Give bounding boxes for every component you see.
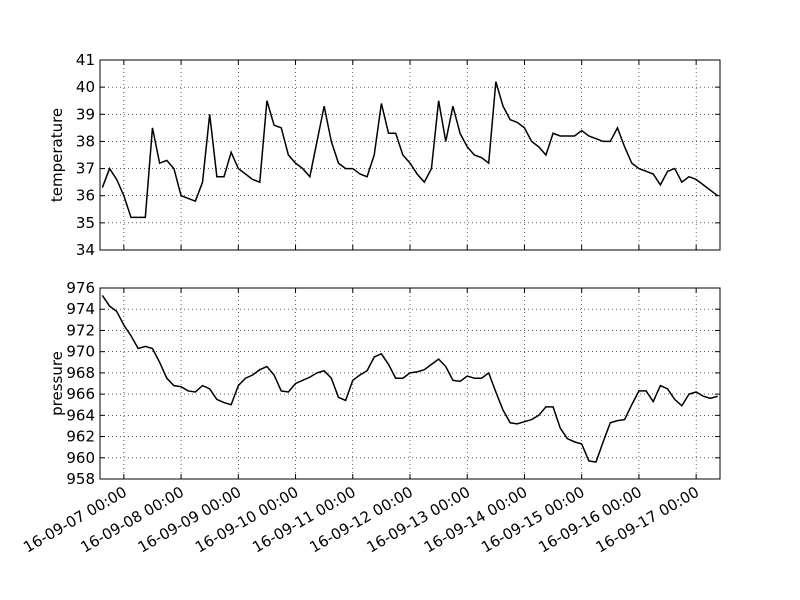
y-tick-label: 968 — [66, 364, 95, 382]
axes-frame — [99, 287, 721, 480]
y-tick-label: 38 — [76, 132, 95, 150]
y-tick-label: 36 — [76, 187, 95, 205]
y-tick-label: 958 — [66, 470, 95, 488]
y-tick-label: 39 — [76, 105, 95, 123]
data-line — [101, 295, 718, 463]
x-tick-label: 16-09-17 00:00 — [593, 483, 703, 557]
y-tick-label: 37 — [76, 160, 95, 178]
y-tick-label: 962 — [66, 428, 95, 446]
y-tick-label: 970 — [66, 343, 95, 361]
y-axis-label: temperature — [48, 108, 66, 202]
y-tick-label: 974 — [66, 300, 95, 318]
y-tick-label: 960 — [66, 449, 95, 467]
y-tick-label: 976 — [66, 279, 95, 297]
y-axis-label: pressure — [48, 351, 66, 416]
y-tick-label: 964 — [66, 406, 95, 424]
y-tick-label: 972 — [66, 321, 95, 339]
axes-frame — [99, 59, 721, 251]
y-tick-label: 41 — [76, 51, 95, 69]
y-tick-label: 40 — [76, 78, 95, 96]
data-line — [101, 81, 719, 219]
y-tick-label: 35 — [76, 214, 95, 232]
y-tick-label: 966 — [66, 385, 95, 403]
y-tick-label: 34 — [76, 241, 95, 259]
